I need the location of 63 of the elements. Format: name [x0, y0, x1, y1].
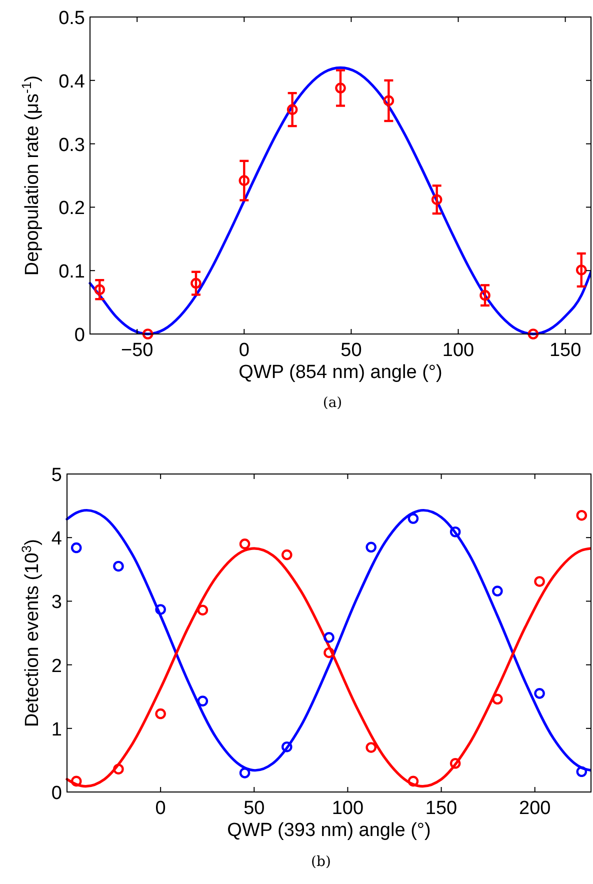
point: [286, 104, 298, 115]
point: [197, 696, 208, 706]
x-tick-label: 50: [244, 798, 265, 819]
y-tick-label: 1: [51, 719, 62, 740]
point: [113, 764, 124, 775]
point: [492, 586, 503, 596]
point: [450, 758, 461, 769]
y-tick-label: 2: [51, 656, 62, 677]
point: [197, 604, 208, 616]
point: [576, 510, 588, 521]
y-tick-label: 0.1: [58, 262, 85, 283]
point: [324, 647, 334, 658]
point: [366, 542, 377, 553]
point: [281, 549, 292, 560]
x-axis-title: QWP (854 nm) angle (°): [238, 362, 442, 383]
x-axis-title: QWP (393 nm) angle (°): [227, 820, 431, 841]
point: [408, 513, 419, 524]
point: [281, 741, 292, 752]
point: [113, 560, 124, 572]
point: [190, 278, 202, 289]
point: [324, 632, 334, 643]
x-tick-label: 100: [442, 340, 474, 361]
point: [238, 175, 250, 186]
y-tick-label: 0: [74, 325, 85, 346]
point: [155, 708, 166, 720]
point: [576, 766, 588, 778]
point: [431, 194, 442, 205]
point: [576, 264, 587, 276]
text: (a): [322, 395, 342, 411]
point: [534, 576, 545, 587]
x-tick-label: −50: [120, 340, 154, 361]
y-tick-label: 5: [51, 465, 62, 486]
x-tick-label: 200: [519, 798, 551, 819]
y-tick-label: 0.2: [58, 198, 85, 220]
y-tick-label: 0: [51, 783, 62, 804]
point: [155, 604, 166, 615]
point: [335, 82, 346, 94]
y-tick-label: 4: [51, 528, 62, 550]
point: [480, 290, 490, 301]
point: [239, 538, 250, 550]
point: [492, 694, 503, 705]
y-tick-label: 3: [51, 592, 62, 614]
point: [450, 526, 461, 538]
text: (b): [311, 854, 331, 870]
point: [70, 542, 82, 554]
point: [528, 328, 539, 340]
point: [383, 95, 394, 106]
x-tick-label: 50: [340, 340, 362, 361]
point: [239, 768, 250, 778]
x-tick-label: 150: [549, 340, 582, 361]
y-tick-label: 0.4: [58, 71, 86, 92]
x-tick-label: 100: [332, 798, 364, 819]
point: [94, 284, 106, 296]
point: [142, 328, 154, 340]
point: [408, 776, 419, 787]
y-tick-label: 0.5: [58, 8, 85, 29]
point: [70, 776, 82, 787]
y-tick-label: 0.3: [58, 134, 85, 156]
point: [534, 688, 545, 699]
x-tick-label: 150: [425, 798, 458, 819]
x-tick-label: 0: [238, 340, 250, 361]
point: [366, 742, 377, 753]
x-tick-label: 0: [155, 798, 166, 819]
